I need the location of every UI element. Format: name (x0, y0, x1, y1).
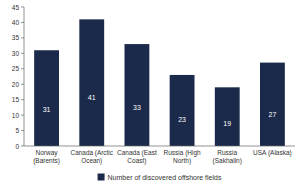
legend-swatch (98, 174, 105, 181)
x-axis (24, 146, 295, 147)
data-label: 23 (178, 116, 186, 123)
y-tick-label: 5 (15, 127, 19, 134)
y-tick (21, 84, 24, 85)
y-tick (21, 68, 24, 69)
x-tick-label-line: USA (Alaska) (253, 149, 292, 157)
y-tick-label: 10 (12, 112, 20, 119)
data-label: 41 (88, 94, 96, 101)
bar (260, 63, 285, 146)
x-tick-label: USA (Alaska) (253, 149, 292, 157)
x-tick-label: Canada (ArcticOcean) (71, 149, 114, 165)
y-axis (24, 7, 25, 146)
data-label: 19 (223, 120, 231, 127)
y-tick-label: 30 (12, 50, 20, 57)
x-tick-label-line: Russia (217, 149, 237, 156)
y-tick-label: 35 (12, 34, 20, 41)
legend: Number of discovered offshore fields (98, 174, 222, 181)
y-tick-label: 15 (12, 96, 20, 103)
y-tick (21, 7, 24, 8)
bar (215, 87, 240, 146)
data-label: 33 (133, 104, 141, 111)
bar (170, 75, 195, 146)
x-tick-label-line: (Sakhalin) (213, 157, 242, 165)
bar (34, 50, 59, 146)
x-tick-label: Russia(Sakhalin) (213, 149, 242, 165)
y-tick-label: 0 (15, 143, 19, 150)
data-label: 31 (43, 106, 51, 113)
y-tick-label: 20 (12, 81, 20, 88)
y-tick-label: 25 (12, 65, 20, 72)
chart: 0 5 10 15 20 25 30 35 40 45 31 41 33 23 19 27 Norway(Bar… (0, 0, 300, 184)
y-tick (21, 22, 24, 23)
y-tick (21, 115, 24, 116)
x-tick-label: Norway(Barents) (33, 149, 60, 165)
y-tick (21, 99, 24, 100)
data-label: 27 (269, 111, 277, 118)
x-tick-label-line: North) (173, 157, 191, 165)
x-tick-label: Canada (EastCoast) (117, 149, 157, 165)
bar (79, 19, 104, 146)
y-tick (21, 37, 24, 38)
x-tick-label: Russia (HighNorth) (163, 149, 201, 165)
x-tick-label-line: Ocean) (81, 157, 102, 165)
x-tick-label-line: Coast) (127, 157, 146, 165)
y-tick-label: 40 (12, 19, 20, 26)
y-tick (21, 130, 24, 131)
y-tick (21, 146, 24, 147)
bar (124, 44, 149, 146)
y-tick-label: 45 (12, 4, 20, 11)
legend-label: Number of discovered offshore fields (108, 174, 222, 181)
x-tick-label-line: (Barents) (33, 157, 60, 165)
y-tick (21, 53, 24, 54)
